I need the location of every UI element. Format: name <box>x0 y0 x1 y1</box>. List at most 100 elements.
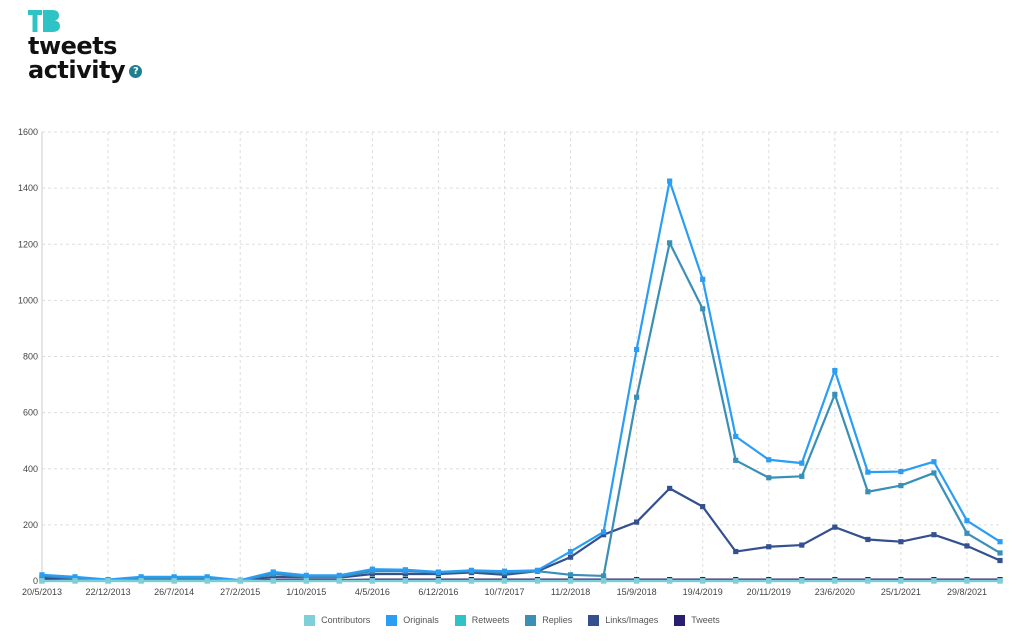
legend-item-originals[interactable]: Originals <box>386 615 439 627</box>
data-point-originals[interactable] <box>700 276 706 282</box>
data-point-links-images[interactable] <box>567 554 574 560</box>
data-point-contributors[interactable] <box>997 578 1003 584</box>
data-point-contributors[interactable] <box>766 578 772 584</box>
data-point-contributors[interactable] <box>105 578 111 584</box>
data-point-replies[interactable] <box>997 550 1003 556</box>
data-point-contributors[interactable] <box>567 578 574 584</box>
data-point-contributors[interactable] <box>667 578 673 584</box>
data-point-originals[interactable] <box>898 468 904 475</box>
data-point-replies[interactable] <box>799 473 805 479</box>
data-point-originals[interactable] <box>733 433 739 440</box>
data-point-contributors[interactable] <box>237 578 243 584</box>
data-point-links-images[interactable] <box>865 536 871 543</box>
data-point-contributors[interactable] <box>435 578 442 584</box>
legend-item-links-images[interactable]: Links/Images <box>588 615 658 627</box>
data-point-originals[interactable] <box>567 548 574 555</box>
data-point-contributors[interactable] <box>303 578 309 584</box>
data-point-contributors[interactable] <box>600 578 607 584</box>
data-point-links-images[interactable] <box>700 504 706 510</box>
data-point-originals[interactable] <box>138 574 144 580</box>
data-point-contributors[interactable] <box>138 578 144 584</box>
data-point-originals[interactable] <box>931 459 937 465</box>
data-point-replies[interactable] <box>700 306 706 312</box>
data-point-originals[interactable] <box>997 539 1003 545</box>
data-point-links-images[interactable] <box>733 548 739 555</box>
data-point-originals[interactable] <box>402 567 408 573</box>
data-point-originals[interactable] <box>501 568 508 574</box>
data-point-originals[interactable] <box>600 529 607 535</box>
data-point-contributors[interactable] <box>468 578 475 584</box>
data-point-links-images[interactable] <box>832 524 838 530</box>
data-point-links-images[interactable] <box>402 571 408 577</box>
legend-item-contributors[interactable]: Contributors <box>304 615 370 627</box>
data-point-contributors[interactable] <box>204 578 210 584</box>
data-point-originals[interactable] <box>39 572 45 578</box>
data-point-replies[interactable] <box>567 572 574 578</box>
legend-item-replies[interactable]: Replies <box>525 615 573 627</box>
data-point-contributors[interactable] <box>898 578 904 584</box>
data-point-contributors[interactable] <box>634 578 640 584</box>
data-point-originals[interactable] <box>336 572 342 578</box>
data-point-replies[interactable] <box>766 475 772 481</box>
data-point-originals[interactable] <box>171 574 177 580</box>
data-point-links-images[interactable] <box>799 542 805 548</box>
data-point-originals[interactable] <box>634 346 640 353</box>
data-point-originals[interactable] <box>766 457 772 463</box>
x-tick-label: 26/7/2014 <box>154 587 194 597</box>
data-point-replies[interactable] <box>931 470 937 476</box>
data-point-contributors[interactable] <box>501 578 508 584</box>
data-point-contributors[interactable] <box>39 578 45 584</box>
data-point-originals[interactable] <box>435 569 442 575</box>
data-point-originals[interactable] <box>865 469 871 475</box>
legend-label: Replies <box>542 615 573 625</box>
data-point-originals[interactable] <box>832 367 838 374</box>
y-tick-label: 1600 <box>18 127 38 137</box>
data-point-contributors[interactable] <box>799 578 805 584</box>
data-point-links-images[interactable] <box>766 544 772 550</box>
data-point-links-images[interactable] <box>667 485 673 491</box>
legend-item-tweets[interactable]: Tweets <box>674 615 720 627</box>
data-point-originals[interactable] <box>468 567 475 573</box>
data-point-links-images[interactable] <box>898 539 904 545</box>
data-point-replies[interactable] <box>964 530 970 536</box>
data-point-replies[interactable] <box>898 482 904 489</box>
data-point-links-images[interactable] <box>634 519 640 525</box>
data-point-originals[interactable] <box>534 567 541 573</box>
data-point-contributors[interactable] <box>369 578 375 584</box>
data-point-contributors[interactable] <box>336 578 342 584</box>
data-point-contributors[interactable] <box>402 578 408 584</box>
data-point-links-images[interactable] <box>600 532 607 538</box>
data-point-links-images[interactable] <box>270 574 276 580</box>
data-point-originals[interactable] <box>369 566 375 572</box>
data-point-replies[interactable] <box>832 391 838 397</box>
data-point-replies[interactable] <box>600 573 607 579</box>
data-point-contributors[interactable] <box>72 578 78 584</box>
data-point-contributors[interactable] <box>733 578 739 584</box>
data-point-contributors[interactable] <box>931 578 937 584</box>
data-point-originals[interactable] <box>204 574 210 580</box>
data-point-links-images[interactable] <box>931 532 937 538</box>
data-point-originals[interactable] <box>303 572 309 578</box>
data-point-contributors[interactable] <box>832 578 838 584</box>
data-point-originals[interactable] <box>72 574 78 580</box>
data-point-originals[interactable] <box>667 178 673 184</box>
data-point-contributors[interactable] <box>534 578 541 584</box>
data-point-contributors[interactable] <box>964 578 970 584</box>
data-point-replies[interactable] <box>667 240 673 246</box>
legend-item-retweets[interactable]: Retweets <box>454 615 509 627</box>
help-icon[interactable]: ? <box>129 64 143 78</box>
data-point-links-images[interactable] <box>997 557 1003 564</box>
data-point-links-images[interactable] <box>369 571 375 577</box>
data-point-originals[interactable] <box>270 569 276 575</box>
data-point-replies[interactable] <box>634 394 640 400</box>
brand-logo-icon <box>28 10 60 32</box>
data-point-replies[interactable] <box>733 457 739 463</box>
data-point-contributors[interactable] <box>700 578 706 584</box>
data-point-contributors[interactable] <box>270 578 276 584</box>
data-point-originals[interactable] <box>964 518 970 524</box>
data-point-originals[interactable] <box>799 460 805 466</box>
data-point-replies[interactable] <box>865 489 871 495</box>
data-point-links-images[interactable] <box>964 543 970 549</box>
data-point-contributors[interactable] <box>865 578 871 584</box>
data-point-contributors[interactable] <box>171 578 177 584</box>
